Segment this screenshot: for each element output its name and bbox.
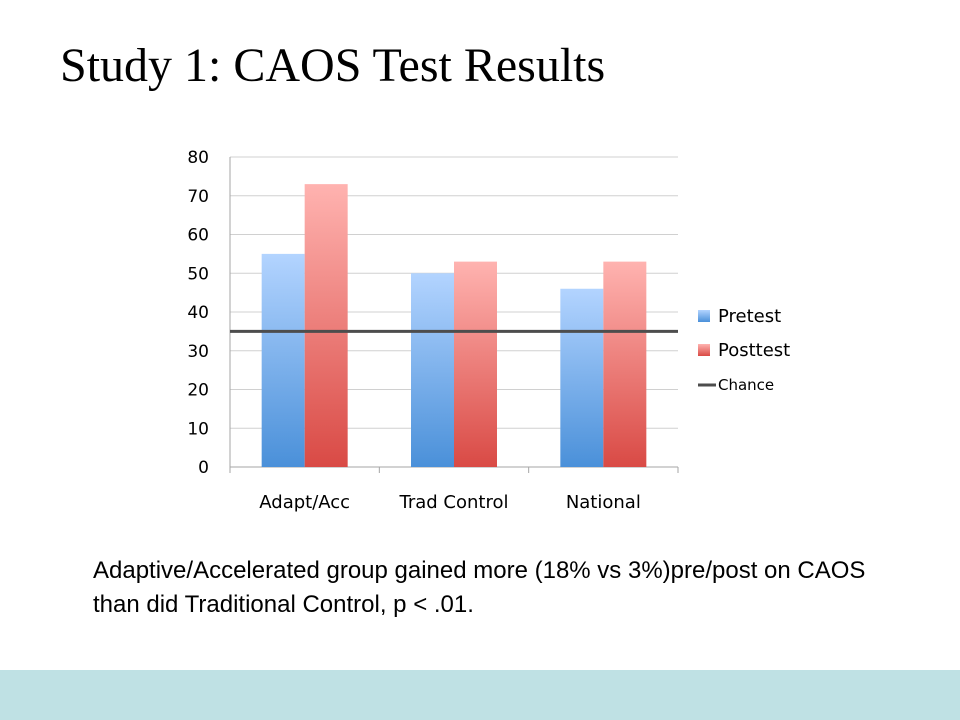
bar-posttest-1 [304,184,348,467]
slide-caption: Adaptive/Accelerated group gained more (… [93,557,866,618]
legend-label-pretest: Pretest [718,306,781,327]
x-tick-label: National [566,492,641,513]
legend: Pretest Posttest Chance [698,306,790,394]
y-tick-label: 60 [187,226,209,246]
y-tick-label: 10 [187,419,209,439]
slide-title: Study 1: CAOS Test Results [60,39,606,92]
x-tick-label: Trad Control [399,492,509,513]
bar-chart: 0 10 20 30 40 50 60 70 80 Adapt/Acc Trad Control N… [187,148,790,513]
bar-pretest-3 [560,288,604,467]
bar-posttest-3 [603,261,647,467]
y-tick-label: 70 [187,187,209,207]
x-axis-ticks: Adapt/Acc Trad Control National [259,492,641,513]
bar-pretest-1 [261,253,305,467]
y-tick-label: 30 [187,342,209,362]
y-axis-ticks: 0 10 20 30 40 50 60 70 80 [187,148,209,478]
legend-label-chance: Chance [718,376,774,394]
y-tick-label: 80 [187,148,209,168]
y-tick-label: 0 [198,458,209,478]
x-tick-label: Adapt/Acc [259,492,350,513]
bar-pretest-2 [411,273,454,467]
legend-swatch-pretest [698,310,710,322]
bar-posttest-2 [454,261,497,467]
legend-label-posttest: Posttest [718,340,790,361]
y-tick-label: 40 [187,303,209,323]
bars [261,184,647,467]
footer-band [0,670,960,720]
legend-swatch-posttest [698,344,710,356]
y-tick-label: 50 [187,264,209,284]
y-tick-label: 20 [187,381,209,401]
